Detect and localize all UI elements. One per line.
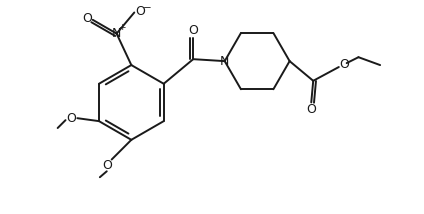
- Text: O: O: [188, 24, 198, 37]
- Text: O: O: [67, 112, 76, 125]
- Text: O: O: [82, 12, 92, 25]
- Text: −: −: [143, 3, 151, 13]
- Text: O: O: [102, 159, 112, 172]
- Text: N: N: [112, 27, 121, 40]
- Text: O: O: [339, 58, 349, 71]
- Text: O: O: [135, 5, 145, 18]
- Text: N: N: [220, 55, 229, 68]
- Text: +: +: [118, 23, 126, 32]
- Text: O: O: [306, 103, 316, 116]
